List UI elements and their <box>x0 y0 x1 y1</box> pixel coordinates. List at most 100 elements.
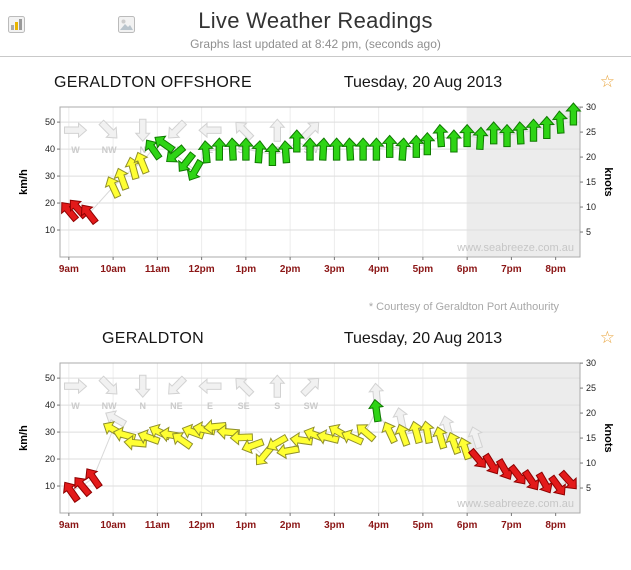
x-tick-label: 5pm <box>413 264 434 275</box>
wind-arrow <box>395 137 412 161</box>
wind-arrow <box>368 137 385 161</box>
compass-letter-sw: SW <box>304 401 319 411</box>
wind-arrow <box>316 429 340 445</box>
geraldton-chart-header: GERALDTON Tuesday, 20 Aug 2013 ☆ <box>15 329 615 353</box>
y-axis-title-kmh: km/h <box>18 169 30 195</box>
gust-arrow <box>467 426 484 450</box>
x-tick-label: 1pm <box>236 520 257 531</box>
wind-arrow-shape <box>251 140 268 164</box>
favorite-star-icon[interactable]: ☆ <box>599 72 615 91</box>
wind-arrow-shape <box>133 151 150 175</box>
wind-arrow <box>74 476 93 498</box>
compass-legend-arrow-nw <box>98 375 118 395</box>
x-tick-label: 2pm <box>280 264 301 275</box>
wind-arrow-shape <box>419 131 436 156</box>
wind-arrow-shape <box>356 424 377 443</box>
y-tick-label-kmh: 40 <box>45 144 55 154</box>
wind-arrow-shape <box>137 429 161 445</box>
wind-arrow <box>251 140 268 164</box>
mini-photo-icon[interactable] <box>118 16 135 38</box>
wind-arrow-shape <box>538 115 555 139</box>
wind-arrow-shape <box>418 420 435 445</box>
wind-arrow-shape <box>381 134 398 158</box>
wind-arrow-shape <box>485 121 502 145</box>
wind-arrow <box>525 118 542 142</box>
x-tick-label: 7pm <box>501 264 522 275</box>
seabreeze-watermark: www.seabreeze.com.au <box>456 498 574 510</box>
wind-arrow <box>166 144 187 163</box>
wind-arrow <box>368 398 385 423</box>
wind-arrow <box>445 431 462 455</box>
wind-arrow <box>154 135 176 154</box>
wind-arrow <box>276 443 300 460</box>
y-tick-label-knots: 30 <box>586 358 596 368</box>
wind-arrow <box>565 102 582 126</box>
wind-arrow <box>432 426 448 450</box>
wind-arrow <box>472 126 489 150</box>
wind-arrow <box>512 121 529 145</box>
compass-arrow-shape <box>198 122 222 139</box>
wind-arrow-shape <box>172 432 194 450</box>
wind-arrow <box>551 110 569 134</box>
compass-arrow-shape <box>168 119 188 139</box>
offshore-chart-date: Tuesday, 20 Aug 2013 <box>343 74 503 91</box>
wind-arrow-shape <box>237 137 255 161</box>
compass-letter-ne: NE <box>170 401 183 411</box>
compass-legend-arrow-n <box>134 374 151 398</box>
compass-arrow-shape <box>63 122 88 139</box>
wind-arrow-shape <box>558 469 577 490</box>
wind-arrow-shape <box>445 129 463 153</box>
wind-arrow-shape <box>266 433 289 452</box>
seabreeze-watermark: www.seabreeze.com.au <box>456 242 574 254</box>
compass-letter-nw: NW <box>102 401 117 411</box>
compass-arrow-shape <box>134 118 151 142</box>
y-tick-label-kmh: 20 <box>45 198 55 208</box>
wind-arrow-shape <box>113 167 130 191</box>
compass-legend-arrow-e <box>198 378 222 395</box>
y-tick-label-knots: 15 <box>586 177 596 187</box>
y-tick-label-knots: 20 <box>586 152 596 162</box>
compass-arrow-shape <box>98 119 118 139</box>
wind-arrow-shape <box>197 140 214 164</box>
x-tick-label: 6pm <box>457 264 478 275</box>
y-axis-title-knots: knots <box>602 167 614 196</box>
x-tick-label: 10am <box>100 520 126 531</box>
compass-legend-arrow-s <box>269 118 286 142</box>
compass-legend-arrow-n <box>134 118 151 142</box>
compass-arrow-shape <box>168 375 188 395</box>
wind-arrow-shape <box>277 140 294 164</box>
compass-legend-arrow-se <box>235 377 255 397</box>
y-tick-label-knots: 5 <box>586 483 591 493</box>
x-tick-label: 4pm <box>368 264 389 275</box>
wind-arrow-shape <box>80 204 99 226</box>
wind-arrow-shape <box>512 121 529 145</box>
y-tick-label-knots: 15 <box>586 433 596 443</box>
mini-chart-icon[interactable] <box>8 16 25 38</box>
geraldton-wind-chart: W NW N NE E SE S SW 9am 10am 11am 12pm 1pm 2pm 3pm 4pm 5… <box>18 358 614 531</box>
wind-arrow-shape <box>154 135 176 154</box>
wind-arrow <box>558 469 577 490</box>
compass-arrow-shape <box>235 377 255 397</box>
wind-arrow <box>80 204 99 226</box>
wind-arrow-shape <box>394 423 411 447</box>
compass-arrow-shape <box>300 377 320 397</box>
wind-arrow-shape <box>74 476 93 498</box>
x-tick-label: 11am <box>145 520 170 531</box>
offshore-chart-title: GERALDTON OFFSHORE <box>53 74 253 91</box>
chart-section-offshore: GERALDTON OFFSHORE Tuesday, 20 Aug 2013 … <box>0 73 631 281</box>
wind-arrow-shape <box>288 129 305 153</box>
y-axis-title-knots: knots <box>602 423 614 452</box>
y-tick-label-kmh: 50 <box>45 373 55 383</box>
x-tick-label: 2pm <box>280 520 301 531</box>
wind-arrow-shape <box>458 123 476 148</box>
chart-section-geraldton: GERALDTON Tuesday, 20 Aug 2013 ☆ W NW N NE E… <box>0 329 631 537</box>
wind-arrow <box>456 437 472 461</box>
wind-arrow-shape <box>241 438 265 455</box>
wind-arrow <box>445 129 463 153</box>
compass-letter-e: E <box>207 145 213 155</box>
wind-arrow <box>85 468 103 490</box>
favorite-star-icon[interactable]: ☆ <box>599 328 615 347</box>
wind-arrow <box>186 158 204 181</box>
wind-arrow-shape <box>498 123 516 148</box>
wind-arrow-shape <box>178 151 197 172</box>
